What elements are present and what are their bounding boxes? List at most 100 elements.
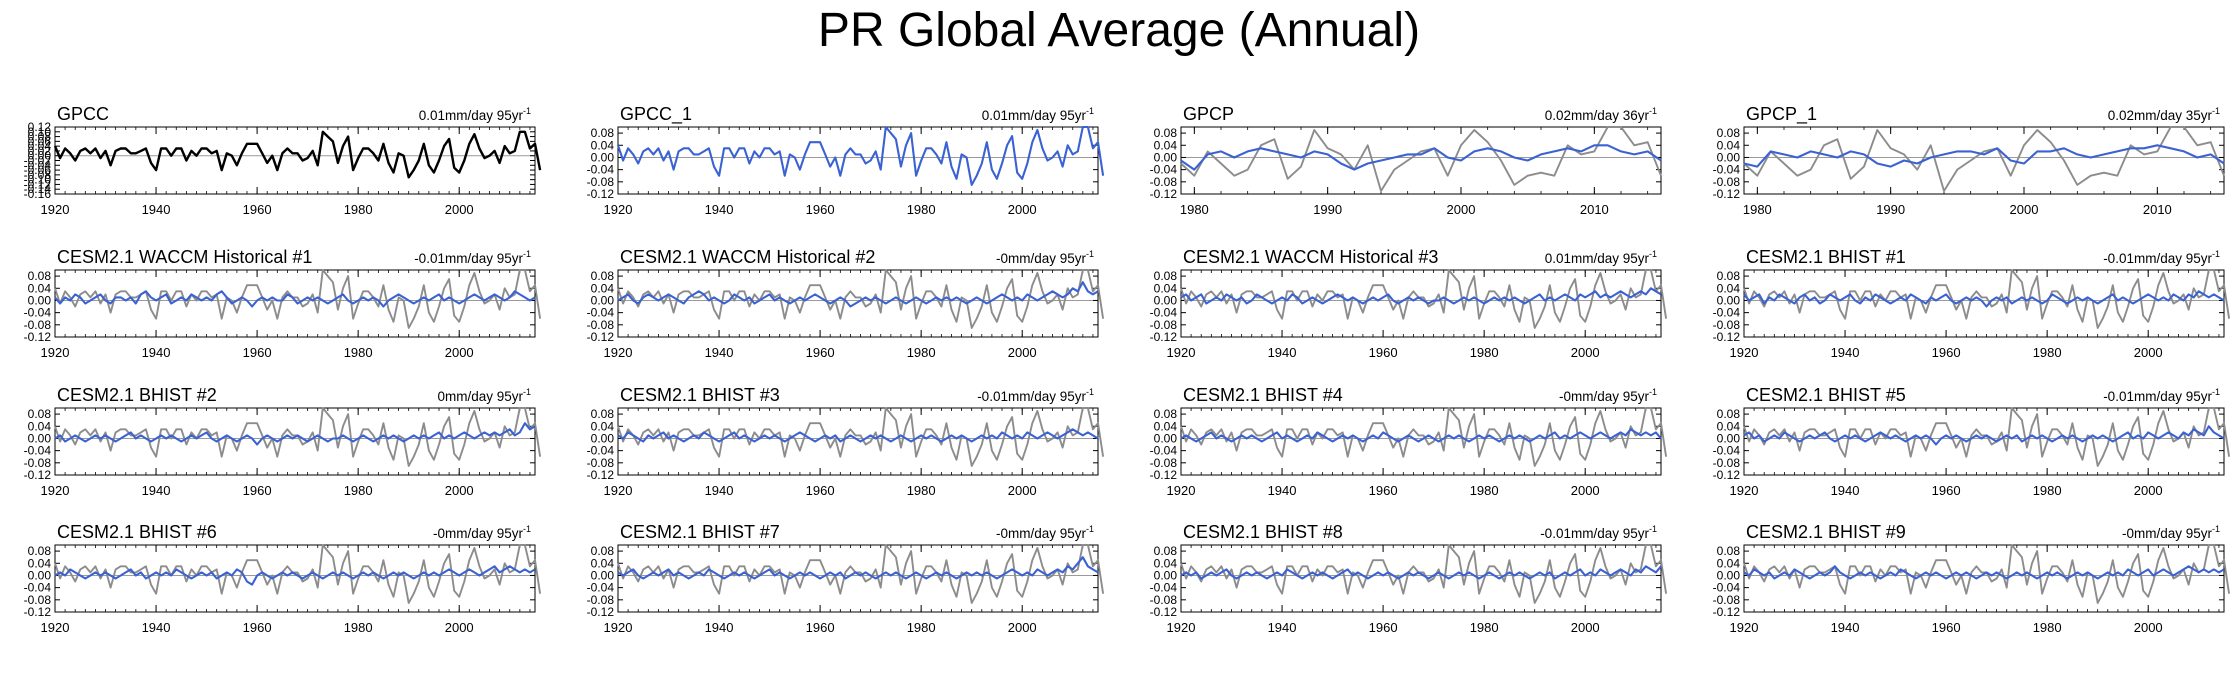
plot-frame — [1743, 407, 2225, 476]
y-tick-label: 0.12 — [28, 120, 52, 134]
x-tick-label: 1920 — [1167, 483, 1196, 498]
observed-series-line — [54, 407, 542, 467]
model-series-line — [54, 290, 536, 308]
trend-unit-exponent: -1 — [2212, 524, 2220, 534]
y-tick-label: 0.04 — [28, 556, 52, 570]
panels: GPCC 0.01mm/day 95yr-10.120.100.080.060.0… — [24, 104, 2231, 635]
y-tick-label: -0.12 — [1713, 330, 1741, 344]
x-tick-label: 2000 — [1571, 345, 1600, 360]
x-tick-label: 2000 — [1008, 345, 1037, 360]
x-tick-label: 2000 — [1008, 620, 1037, 635]
x-tick-label: 2000 — [2134, 620, 2163, 635]
y-tick-label: 0.00 — [1154, 431, 1178, 445]
y-tick-label: -0.04 — [1150, 306, 1178, 320]
x-tick-label: 1960 — [243, 483, 272, 498]
observed-series-line — [1180, 126, 1662, 192]
y-tick-label: -0.12 — [24, 177, 52, 191]
panel: CESM2.1 WACCM Historical #2 -0mm/day 95yr… — [587, 247, 1105, 360]
observed-series-line — [1743, 269, 2231, 329]
plot-frame — [617, 269, 1099, 338]
trend-unit-exponent: -1 — [1649, 106, 1657, 116]
x-tick-label: 1920 — [604, 483, 633, 498]
y-tick-label: -0.12 — [587, 605, 615, 619]
y-tick-label: -0.08 — [587, 175, 615, 189]
x-tick-label: 1960 — [1932, 483, 1961, 498]
y-tick-label: -0.14 — [24, 182, 52, 196]
plot-frame — [1180, 544, 1662, 613]
x-tick-label: 1960 — [806, 202, 835, 217]
panel-title: CESM2.1 BHIST #6 — [57, 522, 217, 542]
x-tick-label: 1980 — [2033, 345, 2062, 360]
observed-series-line — [1743, 126, 2225, 192]
trend-unit-exponent: -1 — [523, 387, 531, 397]
x-tick-label: 1940 — [1268, 620, 1297, 635]
figure-title: PR Global Average (Annual) — [818, 4, 1420, 57]
x-tick-label: 2000 — [2134, 345, 2163, 360]
y-tick-label: -0.12 — [1150, 468, 1178, 482]
y-tick-label: -0.12 — [1150, 605, 1178, 619]
y-tick-label: -0.04 — [587, 306, 615, 320]
y-tick-label: 0.04 — [1717, 138, 1741, 152]
y-tick-label: 0.04 — [591, 419, 615, 433]
panel-title: GPCP — [1183, 104, 1234, 124]
y-tick-label: -0.08 — [1713, 593, 1741, 607]
panel-title: CESM2.1 BHIST #2 — [57, 385, 217, 405]
y-tick-label: 0.08 — [1717, 407, 1741, 421]
x-tick-label: 1990 — [1876, 202, 1905, 217]
y-tick-label: -0.04 — [1713, 163, 1741, 177]
observed-series-line — [1180, 407, 1668, 467]
panel: GPCP 0.02mm/day 36yr-10.080.040.00-0.04-0… — [1150, 104, 1662, 217]
y-tick-label: -0.12 — [587, 187, 615, 201]
y-tick-label: -0.06 — [24, 163, 52, 177]
panel-title: CESM2.1 BHIST #8 — [1183, 522, 1343, 542]
trend-unit-exponent: -1 — [1086, 387, 1094, 397]
model-series-line — [54, 565, 536, 586]
plot-frame — [1743, 126, 2225, 195]
y-tick-label: 0.00 — [28, 568, 52, 582]
trend-label: -0.01mm/day 95yr-1 — [977, 387, 1094, 404]
y-tick-label: 0.00 — [1717, 150, 1741, 164]
y-tick-label: 0.00 — [28, 431, 52, 445]
x-tick-label: 2000 — [445, 345, 474, 360]
x-tick-label: 1980 — [1470, 345, 1499, 360]
x-tick-label: 2000 — [1571, 620, 1600, 635]
y-tick-label: -0.08 — [24, 168, 52, 182]
panel-title: CESM2.1 BHIST #7 — [620, 522, 780, 542]
x-tick-label: 2000 — [1571, 483, 1600, 498]
y-tick-label: 0.00 — [1154, 293, 1178, 307]
x-tick-label: 1960 — [806, 483, 835, 498]
x-tick-label: 1960 — [1369, 345, 1398, 360]
y-tick-label: 0.08 — [1717, 269, 1741, 283]
x-tick-label: 1960 — [1932, 345, 1961, 360]
trend-label: 0.01mm/day 95yr-1 — [1545, 249, 1657, 266]
x-tick-label: 1960 — [806, 620, 835, 635]
y-tick-label: 0.04 — [1717, 419, 1741, 433]
plot-frame — [54, 544, 536, 613]
plot-frame — [617, 407, 1099, 476]
panel-title: CESM2.1 BHIST #9 — [1746, 522, 1906, 542]
y-tick-label: 0.08 — [591, 407, 615, 421]
x-tick-label: 2000 — [445, 620, 474, 635]
y-tick-label: 0.00 — [28, 149, 52, 163]
y-tick-label: 0.04 — [28, 139, 52, 153]
x-tick-label: 1990 — [1313, 202, 1342, 217]
trend-label: -0.01mm/day 95yr-1 — [2103, 249, 2220, 266]
trend-unit-exponent: -1 — [1086, 524, 1094, 534]
y-tick-label: 0.00 — [1717, 568, 1741, 582]
y-tick-label: 0.00 — [591, 293, 615, 307]
x-tick-label: 1920 — [1730, 483, 1759, 498]
trend-label: -0.01mm/day 95yr-1 — [1540, 524, 1657, 541]
y-tick-label: 0.08 — [1154, 544, 1178, 558]
x-tick-label: 1940 — [1831, 345, 1860, 360]
x-tick-label: 1920 — [41, 202, 70, 217]
observed-series-line — [1180, 544, 1668, 604]
x-tick-label: 2000 — [1008, 202, 1037, 217]
trend-unit-exponent: -1 — [1649, 249, 1657, 259]
y-tick-label: 0.08 — [1154, 269, 1178, 283]
panel: GPCC_1 0.01mm/day 95yr-1 0.080.040.00-0.04… — [587, 104, 1105, 217]
x-tick-label: 1940 — [142, 345, 171, 360]
x-tick-label: 1920 — [41, 483, 70, 498]
panel: CESM2.1 BHIST #8 -0.01mm/day 95yr-10.080.… — [1150, 522, 1668, 635]
x-tick-label: 1960 — [243, 620, 272, 635]
